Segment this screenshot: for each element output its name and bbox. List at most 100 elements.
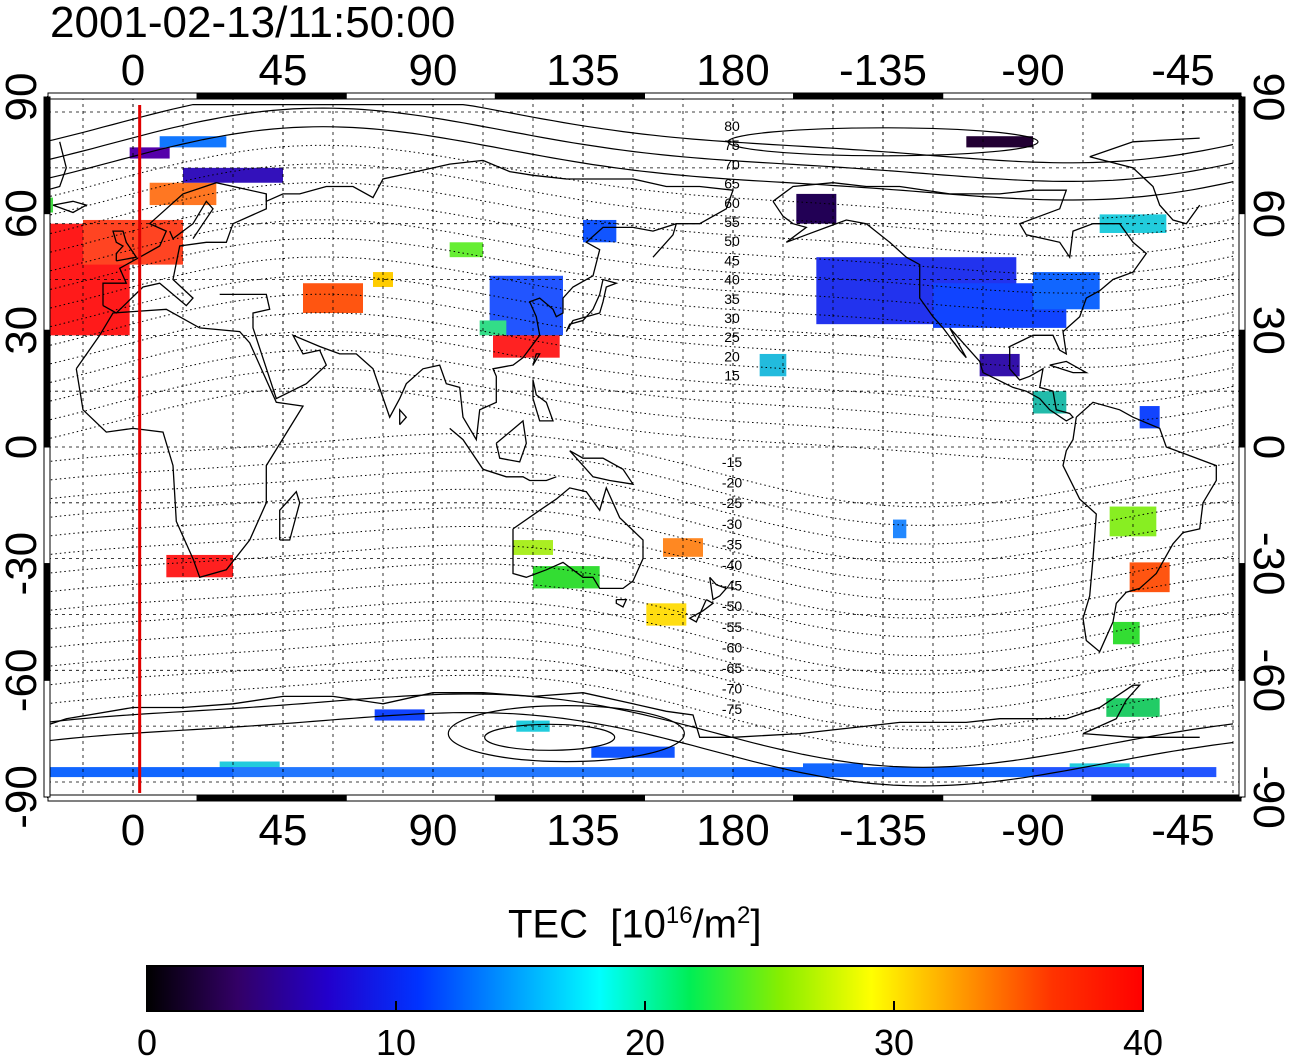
magnetic-contour [48, 563, 1234, 638]
tec-patch [449, 242, 483, 258]
contour-label-north: 60 [724, 195, 740, 211]
lon-tick-label-bottom: 0 [121, 806, 145, 855]
contour-label-south: -30 [722, 516, 742, 532]
contour-label-north: 50 [724, 233, 740, 249]
frame-bar-bottom [196, 794, 347, 802]
coastline-japan [565, 278, 619, 332]
coastline-scandinavia [169, 200, 214, 240]
tec-patch [591, 746, 675, 758]
colorbar-tick-label: 30 [874, 1022, 914, 1057]
contour-label-north: 65 [724, 176, 740, 192]
lat-tick-label-right: 90 [1244, 73, 1292, 122]
contour-label-south: -55 [722, 619, 742, 635]
coastline-africa [75, 308, 305, 579]
contour-labels: 80 75 70 65 60 55 50 45 40 35 30 25 20 15 -15 -20 -25 -30… [722, 118, 742, 717]
coastline-cuba [1049, 360, 1089, 374]
colorbar-tick-label: 40 [1123, 1022, 1163, 1057]
magnetic-contour [48, 451, 1234, 526]
south-polar-band [1032, 767, 1217, 778]
frame-bar-right [1238, 679, 1246, 798]
coastline-indonesia [449, 427, 557, 482]
lon-tick-label-bottom: 45 [259, 806, 308, 855]
coastline-greenland [48, 137, 1201, 225]
tec-colorbar: 0 10 20 30 40 [137, 965, 1163, 1057]
colorbar-tick-label: 20 [625, 1022, 665, 1057]
magnetic-contour [48, 674, 1234, 750]
lon-tick-label-top: -135 [839, 46, 927, 95]
coastline-taiwan [532, 353, 541, 366]
contour-label-north: 75 [724, 137, 740, 153]
lon-tick-label-bottom: -135 [839, 806, 927, 855]
tec-patch [1112, 621, 1140, 645]
south-polar-band [732, 767, 1033, 778]
south-polar-band [232, 767, 733, 778]
tec-patch [1032, 391, 1067, 414]
lat-tick-label-right: 0 [1244, 435, 1292, 459]
south-pole-contour-inner [484, 723, 616, 751]
contour-label-south: -65 [722, 660, 742, 676]
contour-label-north: 45 [724, 252, 740, 268]
coastline-namerica [772, 182, 1148, 422]
tec-patch [479, 320, 507, 336]
coastline-madagascar [279, 490, 301, 541]
coastline-srilanka [399, 408, 408, 426]
contour-label-north: 55 [724, 214, 740, 230]
frame-bar-bottom [1091, 794, 1242, 802]
lon-tick-label-top: 0 [121, 46, 145, 95]
coastline-newzealand_s [688, 599, 715, 623]
lon-tick-label-bottom: 135 [546, 806, 619, 855]
coastline-borneo [495, 419, 527, 463]
contour-label-north: 15 [724, 368, 740, 384]
magnetic-contour [48, 470, 1234, 545]
colorbar-title: TEC [1016/m2] [508, 902, 762, 947]
colorbar-title-quantity: TEC [508, 902, 588, 947]
frame-bar-top [1091, 92, 1242, 100]
coastline-australia [512, 486, 644, 590]
coastline-antarctica [48, 684, 1200, 738]
lon-tick-label-top: 135 [546, 46, 619, 95]
contour-label-north: 25 [724, 329, 740, 345]
magnetic-contour [48, 107, 1234, 182]
contour-label-south: -70 [722, 681, 742, 697]
contour-label-south: -35 [722, 536, 742, 552]
contour-label-south: -20 [722, 475, 742, 491]
tec-patch [892, 519, 907, 539]
contour-label-south: -50 [722, 598, 742, 614]
tec-patch [1032, 272, 1100, 310]
lon-tick-label-top: -45 [1151, 46, 1215, 95]
contour-label-north: 30 [724, 310, 740, 326]
coastline-newguinea [569, 450, 635, 486]
frame-bar-bottom [942, 794, 1093, 802]
magnetic-contour [48, 507, 1234, 582]
contour-label-south: -45 [722, 578, 742, 594]
lat-tick-label-right: 30 [1244, 306, 1292, 355]
magnetic-contour [48, 619, 1234, 694]
magnetic-latitude-contours [48, 104, 1234, 787]
lat-tick-label-right: -90 [1244, 765, 1292, 829]
lon-tick-label-top: 45 [259, 46, 308, 95]
lat-tick-label-left: -60 [0, 649, 46, 713]
frame-bar-bottom [494, 794, 645, 802]
coastline-asia [219, 159, 734, 442]
contour-label-north: 40 [724, 272, 740, 288]
contour-label-north: 20 [724, 348, 740, 364]
frame-bar-bottom [644, 794, 795, 802]
contour-label-north: 70 [724, 156, 740, 172]
tec-patch [796, 193, 837, 224]
coastline-philippines [532, 379, 554, 422]
timestamp-title: 2001-02-13/11:50:00 [50, 0, 456, 47]
lat-tick-label-right: 60 [1244, 189, 1292, 238]
lon-tick-label-top: -90 [1001, 46, 1065, 95]
colorbar-tick-label: 0 [137, 1022, 157, 1057]
magnetic-contour [48, 526, 1234, 601]
lon-tick-label-bottom: -90 [1001, 806, 1065, 855]
coastline-samerica [1062, 401, 1217, 653]
colorbar-tick-label: 10 [376, 1022, 416, 1057]
frame-bar-bottom [345, 794, 496, 802]
map-frame-scale-bars [43, 92, 1246, 802]
lat-tick-label-right: -30 [1244, 532, 1292, 596]
lon-tick-label-top: 180 [696, 46, 769, 95]
axis-tick-labels: 0045459090135135180180-135-135-90-90-45-… [0, 46, 1292, 855]
contour-label-south: -15 [722, 454, 742, 470]
